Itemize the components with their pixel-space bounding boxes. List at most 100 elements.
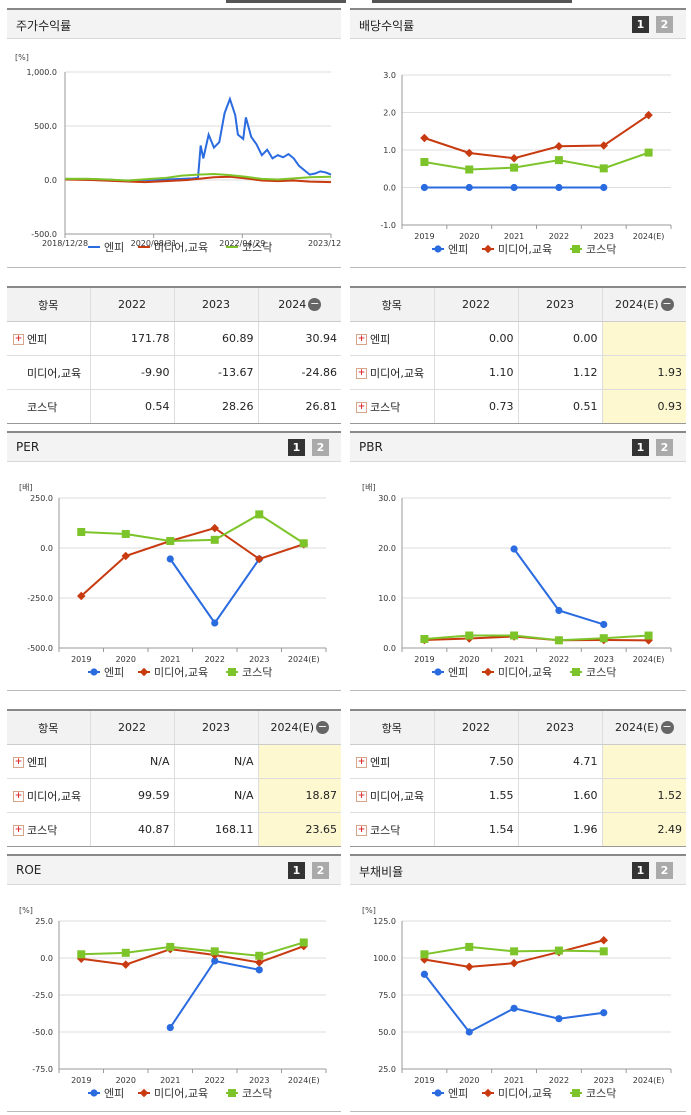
row-label-cell: + 코스닥: [7, 812, 90, 847]
chart-mode-2-button[interactable]: 2: [656, 16, 673, 33]
column-header-year: 2022: [433, 709, 518, 745]
x-tick-label: 2022: [549, 232, 569, 241]
data-point-kosdaq: [510, 947, 519, 956]
table-cell: 99.59: [89, 778, 174, 813]
table-row: 코스닥 0.54 28.26 26.81: [7, 389, 341, 424]
panel-header: 부채비율 1 2: [350, 854, 686, 885]
row-label-cell: + 엔피: [7, 744, 90, 779]
column-header-year: 2023: [517, 286, 602, 322]
per-panel: PER 1 2 [배] 250.0 0.0 -250.0 -500.0 2019 2020 2…: [7, 431, 341, 691]
panel-body: [%] 125.0 100.0 75.0 50.0 25.0 2019 2020 2021 202…: [350, 885, 686, 1112]
column-header-year: 2022: [89, 286, 174, 322]
table-cell: 1.55: [433, 778, 518, 813]
expand-row-icon[interactable]: +: [13, 334, 24, 345]
legend-marker-enp: [434, 1089, 442, 1097]
legend-marker-kosdaq: [572, 1089, 580, 1097]
expand-row-icon[interactable]: +: [356, 757, 367, 768]
chart-mode-1-button[interactable]: 1: [632, 862, 649, 879]
data-point-kosdaq: [599, 164, 608, 173]
data-point-kosdaq: [510, 631, 519, 640]
data-point-enp: [600, 1009, 608, 1017]
chart-mode-2-button[interactable]: 2: [312, 862, 329, 879]
series-line-kosdaq: [81, 513, 305, 545]
data-point-media: [644, 110, 653, 120]
legend-marker-media: [139, 667, 149, 677]
data-point-enp: [510, 183, 518, 192]
data-point-media: [599, 935, 608, 945]
row-label: 미디어,교육: [27, 366, 82, 380]
y-tick-label: -50.0: [32, 1028, 53, 1037]
chart-mode-1-button[interactable]: 1: [632, 439, 649, 456]
table-cell: 0.73: [433, 389, 518, 424]
panel-title: 주가수익률: [16, 19, 72, 33]
chart-mode-2-button[interactable]: 2: [656, 439, 673, 456]
data-point-enp: [211, 619, 219, 627]
legend-marker-media: [139, 1088, 149, 1098]
collapse-column-icon[interactable]: −: [660, 297, 674, 312]
x-tick-label: 2020/08/31: [131, 239, 177, 248]
data-point-kosdaq: [210, 535, 219, 544]
panel-title: 부채비율: [359, 865, 404, 879]
data-point-enp: [166, 1023, 174, 1032]
x-tick-label: 2021: [160, 655, 180, 664]
expand-row-icon[interactable]: +: [356, 791, 367, 802]
expand-row-icon[interactable]: +: [356, 368, 367, 379]
data-point-kosdaq: [210, 947, 219, 956]
data-point-kosdaq: [77, 950, 86, 959]
data-point-kosdaq: [255, 510, 264, 519]
data-point-enp: [555, 1015, 563, 1023]
pbr-chart: [배]30.0 20.0 10.0 0.0 2019 2020 2021 2022 2023 20…: [362, 483, 672, 679]
header-label: 2023: [546, 298, 574, 311]
header-label: 2023: [546, 721, 574, 734]
panel-title: PER: [16, 440, 40, 454]
y-tick-label: 250.0: [30, 494, 53, 503]
table-cell: [257, 744, 341, 779]
table-cell: 171.78: [89, 321, 174, 356]
header-label: 2022: [462, 721, 490, 734]
data-point-media: [465, 148, 474, 158]
chart-mode-1-button[interactable]: 1: [632, 16, 649, 33]
row-label: 코스닥: [27, 823, 58, 837]
chart-mode-1-button[interactable]: 1: [288, 439, 305, 456]
table-cell: [601, 744, 686, 779]
expand-row-icon[interactable]: +: [13, 791, 24, 802]
data-point-kosdaq: [77, 528, 86, 536]
table-row: + 엔피 171.78 60.89 30.94: [7, 321, 341, 356]
x-tick-label: 2020: [459, 232, 479, 241]
chart-mode-2-button[interactable]: 2: [312, 439, 329, 456]
y-tick-label: 0.0: [44, 176, 57, 185]
expand-row-icon[interactable]: +: [356, 334, 367, 345]
legend-marker-enp: [434, 245, 442, 253]
row-label-cell: + 엔피: [350, 744, 434, 779]
data-point-enp: [465, 1028, 473, 1036]
table-cell: 30.94: [257, 321, 341, 356]
table-cell: 1.96: [517, 812, 602, 847]
data-point-kosdaq: [255, 951, 264, 960]
debt-ratio-chart: [%] 125.0 100.0 75.0 50.0 25.0 2019 2020 2021 202…: [362, 906, 672, 1100]
collapse-column-icon[interactable]: −: [660, 720, 674, 735]
dividend-chart: 3.0 2.0 1.0 0.0 -1.0 2019 2020 2021 2022 2023 2024…: [380, 71, 672, 256]
expand-row-icon[interactable]: +: [13, 757, 24, 768]
header-label: 2024(E): [614, 720, 659, 734]
series-line-media: [80, 526, 305, 597]
legend-label-enp: 엔피: [104, 666, 124, 679]
table-cell: 4.71: [517, 744, 602, 779]
data-point-kosdaq: [465, 942, 474, 951]
table-cell: N/A: [89, 744, 174, 779]
expand-row-icon[interactable]: +: [13, 825, 24, 836]
table-cell: [601, 321, 686, 356]
collapse-column-icon[interactable]: −: [316, 720, 330, 735]
data-point-kosdaq: [299, 938, 308, 947]
chart-mode-2-button[interactable]: 2: [656, 862, 673, 879]
panel-header: 배당수익률 1 2: [350, 8, 686, 39]
legend-label-media: 미디어,교육: [498, 666, 552, 679]
chart-mode-1-button[interactable]: 1: [288, 862, 305, 879]
data-point-enp: [420, 183, 429, 192]
collapse-column-icon[interactable]: −: [308, 297, 322, 312]
expand-row-icon[interactable]: +: [356, 825, 367, 836]
expand-row-icon[interactable]: +: [356, 402, 367, 413]
data-point-media: [465, 962, 474, 972]
header-label: 2024(E): [270, 720, 315, 734]
data-point-kosdaq: [465, 165, 474, 174]
